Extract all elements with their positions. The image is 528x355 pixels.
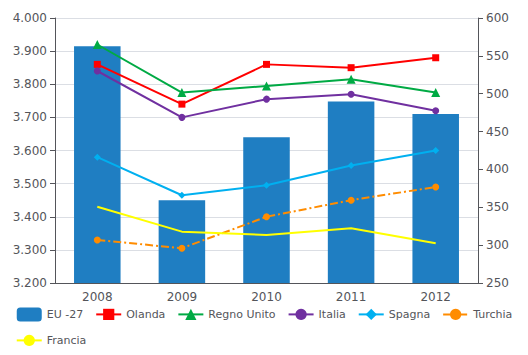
svg-text:300: 300	[486, 238, 509, 252]
svg-text:3.900: 3.900	[13, 44, 47, 58]
svg-text:EU -27: EU -27	[47, 308, 83, 321]
svg-text:Italia: Italia	[319, 308, 346, 321]
svg-text:Regno Unito: Regno Unito	[208, 308, 275, 321]
svg-text:Spagna: Spagna	[389, 308, 430, 321]
svg-text:Turchia: Turchia	[472, 308, 512, 321]
svg-text:500: 500	[486, 87, 509, 101]
svg-text:3.400: 3.400	[13, 210, 47, 224]
svg-text:250: 250	[486, 276, 509, 290]
svg-text:3.700: 3.700	[13, 110, 47, 124]
svg-text:550: 550	[486, 49, 509, 63]
svg-text:Olanda: Olanda	[126, 308, 165, 321]
svg-text:2010: 2010	[251, 290, 282, 304]
svg-text:Francia: Francia	[47, 334, 87, 347]
svg-text:3.500: 3.500	[13, 177, 47, 191]
svg-text:2012: 2012	[420, 290, 451, 304]
svg-text:350: 350	[486, 200, 509, 214]
svg-text:3.200: 3.200	[13, 276, 47, 290]
svg-text:2009: 2009	[167, 290, 198, 304]
svg-text:3.300: 3.300	[13, 243, 47, 257]
svg-text:3.600: 3.600	[13, 144, 47, 158]
svg-text:2008: 2008	[82, 290, 113, 304]
svg-text:400: 400	[486, 162, 509, 176]
svg-text:450: 450	[486, 125, 509, 139]
svg-text:600: 600	[486, 11, 509, 25]
svg-text:3.800: 3.800	[13, 77, 47, 91]
svg-text:4.000: 4.000	[13, 11, 47, 25]
svg-text:2011: 2011	[336, 290, 367, 304]
